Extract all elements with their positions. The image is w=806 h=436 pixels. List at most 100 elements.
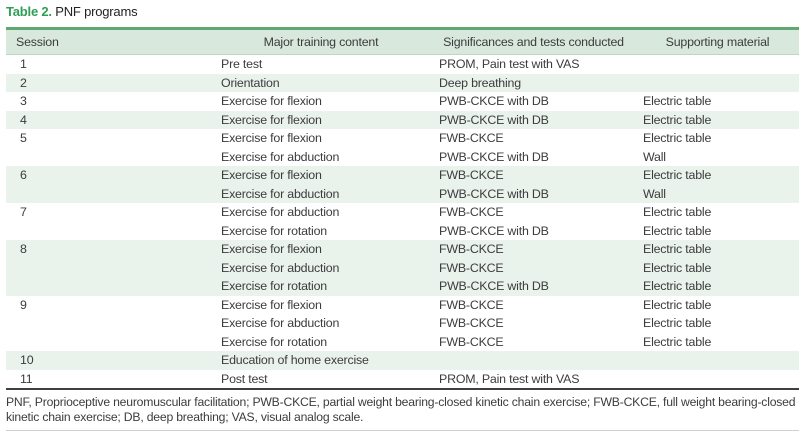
cell-line: Electric table xyxy=(643,112,712,127)
supporting-material-cell: Electric table Wall xyxy=(636,166,799,203)
cell-line: Exercise for abduction xyxy=(221,205,340,219)
training-content-cell: Pre test xyxy=(211,55,431,74)
session-cell: 2 xyxy=(6,74,211,93)
cell-line: PWB-CKCE with DB xyxy=(439,279,549,293)
cell-line: Electric table xyxy=(643,168,712,182)
supporting-material-cell: Electric table xyxy=(636,92,799,111)
significance-cell: FWB-CKCE PWB-CKCE with DB xyxy=(431,166,636,203)
cell-line: Electric table xyxy=(643,279,712,293)
cell-line: Exercise for flexion xyxy=(221,242,322,256)
cell-line: Exercise for rotation xyxy=(221,334,327,349)
training-content-cell: Exercise for flexion Exercise for abducti… xyxy=(211,296,431,352)
session-cell: 6 xyxy=(6,166,211,203)
session-number: 7 xyxy=(20,205,27,219)
session-cell: 9 xyxy=(6,296,211,352)
session-cell: 4 xyxy=(6,111,211,130)
session-number: 4 xyxy=(20,112,27,127)
table-title: Table 2. PNF programs xyxy=(6,4,799,20)
session-cell: 5 xyxy=(6,129,211,166)
cell-line: Electric table xyxy=(643,223,712,238)
table-footnote: PNF, Proprioceptive neuromuscular facili… xyxy=(6,395,799,431)
session-cell: 3 xyxy=(6,92,211,111)
cell-line: PROM, Pain test with VAS xyxy=(439,371,580,386)
cell-line: Pre test xyxy=(221,57,263,71)
cell-line: Exercise for flexion xyxy=(221,168,322,182)
supporting-material-cell xyxy=(636,369,799,390)
supporting-material-cell xyxy=(636,55,799,74)
session-cell: 8 xyxy=(6,240,211,296)
cell-line: FWB-CKCE xyxy=(439,205,504,219)
cell-line: Wall xyxy=(643,186,666,201)
table-row: 3 Exercise for flexion PWB-CKCE with DB Ele… xyxy=(6,92,799,111)
table-row: 4 Exercise for flexion PWB-CKCE with DB Ele… xyxy=(6,110,799,130)
table-row: 2 Orientation Deep breathing xyxy=(6,73,799,93)
cell-line: Exercise for flexion xyxy=(221,94,322,108)
session-number: 9 xyxy=(20,297,27,312)
cell-line: FWB-CKCE xyxy=(439,131,504,145)
cell-line: PWB-CKCE with DB xyxy=(439,223,549,238)
session-cell: 7 xyxy=(6,203,211,240)
table-row: 10 Education of home exercise xyxy=(6,351,799,370)
cell-line: FWB-CKCE xyxy=(439,334,504,349)
cell-line: Electric table xyxy=(643,297,712,312)
column-header-major-training-content: Major training content xyxy=(211,27,431,55)
session-number: 1 xyxy=(20,57,27,71)
significance-cell: PWB-CKCE with DB xyxy=(431,92,636,111)
table-row: 5 Exercise for flexion Exercise for abduct… xyxy=(6,129,799,166)
cell-line: Electric table xyxy=(643,131,712,145)
cell-line: FWB-CKCE xyxy=(439,168,504,182)
cell-line: Electric table xyxy=(643,205,712,219)
column-header-session: Session xyxy=(6,27,211,55)
table-row: 11 Post test PROM, Pain test with VAS xyxy=(6,369,799,390)
training-content-cell: Orientation xyxy=(211,74,431,93)
cell-line: FWB-CKCE xyxy=(439,260,504,275)
cell-line: PWB-CKCE with DB xyxy=(439,112,549,127)
cell-line: Exercise for flexion xyxy=(221,297,322,312)
cell-line xyxy=(643,370,799,389)
cell-line: PROM, Pain test with VAS xyxy=(439,57,580,71)
session-cell: 10 xyxy=(6,351,211,370)
session-cell: 1 xyxy=(6,55,211,74)
supporting-material-cell: Electric table Wall xyxy=(636,129,799,166)
training-content-cell: Exercise for flexion xyxy=(211,111,431,130)
session-cell: 11 xyxy=(6,369,211,390)
supporting-material-cell: Electric table xyxy=(636,111,799,130)
significance-cell: PROM, Pain test with VAS xyxy=(431,55,636,74)
training-content-cell: Post test xyxy=(211,369,431,390)
cell-line: Wall xyxy=(643,149,666,164)
cell-line: PWB-CKCE with DB xyxy=(439,186,549,201)
training-content-cell: Exercise for flexion xyxy=(211,92,431,111)
significance-cell: FWB-CKCE PWB-CKCE with DB xyxy=(431,203,636,240)
cell-line: Electric table xyxy=(643,242,712,256)
table-body: 1 Pre test PROM, Pain test with VAS 2 Orient… xyxy=(6,55,799,390)
supporting-material-cell xyxy=(636,351,799,370)
table-row: 1 Pre test PROM, Pain test with VAS xyxy=(6,55,799,74)
training-content-cell: Exercise for abduction Exercise for rotat… xyxy=(211,203,431,240)
cell-line: Electric table xyxy=(643,316,712,330)
significance-cell: Deep breathing xyxy=(431,74,636,93)
significance-cell: PWB-CKCE with DB xyxy=(431,111,636,130)
supporting-material-cell: Electric table Electric table Electric tab… xyxy=(636,240,799,296)
cell-line xyxy=(439,351,636,370)
cell-line: Exercise for abduction xyxy=(221,186,340,201)
cell-line: PWB-CKCE with DB xyxy=(439,94,549,108)
cell-line: Exercise for abduction xyxy=(221,260,340,275)
cell-line xyxy=(643,74,799,93)
training-content-cell: Education of home exercise xyxy=(211,351,431,370)
supporting-material-cell xyxy=(636,74,799,93)
session-number: 8 xyxy=(20,242,27,256)
table-title-text: PNF programs xyxy=(51,4,138,19)
cell-line: Post test xyxy=(221,371,268,386)
session-number: 2 xyxy=(20,75,27,90)
cell-line: FWB-CKCE xyxy=(439,297,504,312)
cell-line: Exercise for rotation xyxy=(221,279,327,293)
cell-line: Orientation xyxy=(221,75,280,90)
training-content-cell: Exercise for flexion Exercise for abducti… xyxy=(211,129,431,166)
pnf-programs-table: Session Major training content Significa… xyxy=(6,27,799,390)
cell-line: Electric table xyxy=(643,94,712,108)
significance-cell: FWB-CKCE FWB-CKCE PWB-CKCE with DB xyxy=(431,240,636,296)
table-row: 9 Exercise for flexion Exercise for abduct… xyxy=(6,296,799,352)
training-content-cell: Exercise for flexion Exercise for abducti… xyxy=(211,166,431,203)
cell-line: FWB-CKCE xyxy=(439,242,504,256)
session-number: 6 xyxy=(20,168,27,182)
